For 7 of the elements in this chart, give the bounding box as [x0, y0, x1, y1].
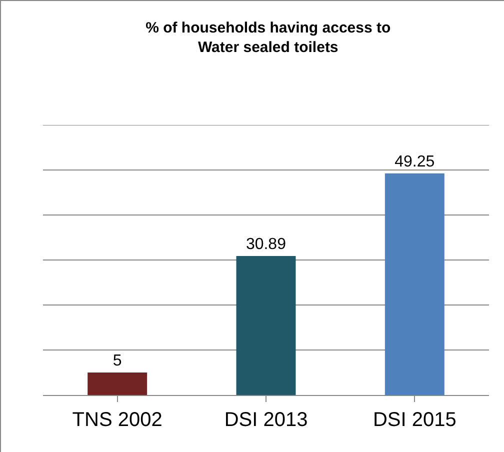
- chart-title: % of households having access to Water sealed toilets: [146, 20, 391, 56]
- data-label: 30.89: [246, 236, 286, 253]
- x-tick-label: TNS 2002: [72, 409, 162, 431]
- data-label: 5: [112, 352, 122, 370]
- x-tick-label: DSI 2015: [372, 409, 456, 431]
- data-label: 49.25: [394, 153, 435, 170]
- x-tick-label: DSI 2013: [224, 409, 308, 431]
